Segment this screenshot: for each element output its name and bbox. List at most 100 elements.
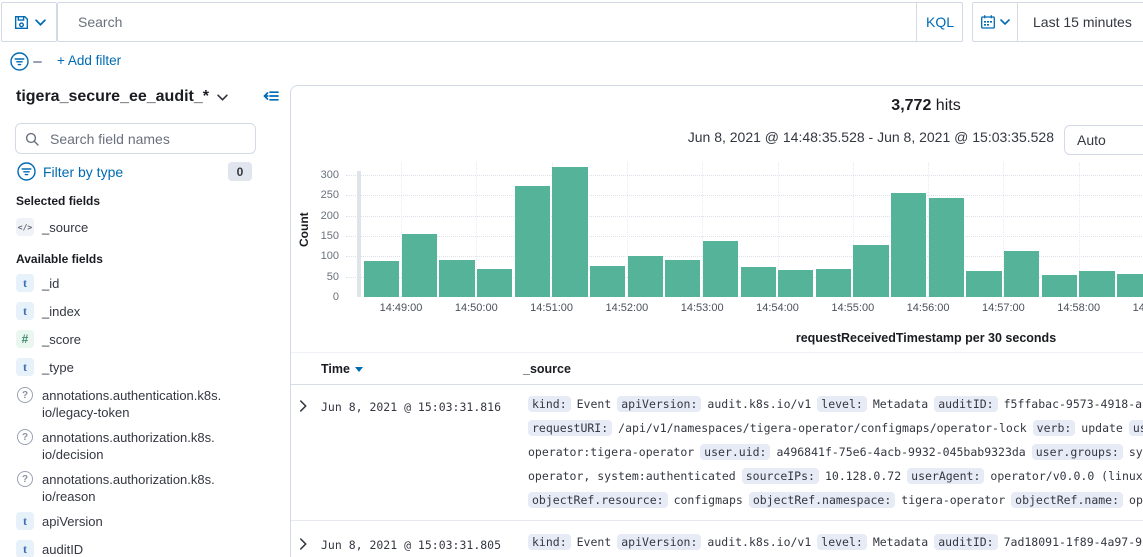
date-picker-quick-menu[interactable] — [973, 3, 1018, 41]
field-value: operator/v0.0.0 (linux/amd64) — [990, 469, 1143, 483]
field-search-box — [15, 123, 256, 154]
gridline — [928, 163, 930, 297]
field-name-badge: kind: — [528, 534, 571, 550]
histogram-bar-14:58:00[interactable] — [1079, 271, 1115, 297]
field-value: operator:tigera-operator — [528, 445, 695, 459]
field-item-_score[interactable]: # _score — [16, 330, 81, 348]
row-timestamp: Jun 8, 2021 @ 15:03:31.805 — [321, 538, 502, 552]
kql-language-button[interactable]: KQL — [916, 3, 963, 41]
gridline — [551, 163, 553, 297]
histogram-bar-14:50:30[interactable] — [514, 185, 550, 297]
histogram-bar-14:56:30[interactable] — [966, 271, 1002, 297]
gridline — [401, 163, 402, 297]
field-type-string-icon: t — [16, 358, 34, 376]
field-name-badge: user.uid: — [700, 444, 771, 460]
field-name: _type — [42, 360, 74, 375]
add-filter-button[interactable]: + Add filter — [57, 53, 122, 68]
time-column-header[interactable]: Time — [321, 362, 363, 376]
field-search-input[interactable] — [48, 125, 248, 152]
y-axis-tick-label: 100 — [320, 250, 339, 263]
field-value: /api/v1/namespaces/tigera-operator/confi… — [618, 421, 1027, 435]
histogram-bar-14:55:00[interactable] — [853, 245, 889, 297]
histogram-bar-14:53:30[interactable] — [740, 266, 776, 297]
gridline — [476, 163, 478, 297]
expand-row-button[interactable] — [299, 538, 308, 550]
x-axis-tick-label: 14:56:00 — [906, 302, 950, 314]
histogram-bar-14:51:00[interactable] — [552, 166, 588, 297]
field-item-_index[interactable]: t _index — [16, 302, 80, 320]
histogram-bar-14:58:30[interactable] — [1117, 273, 1143, 297]
field-item-_id[interactable]: t _id — [16, 274, 59, 292]
filter-options-icon[interactable] — [10, 52, 29, 71]
field-type-string-icon: t — [16, 512, 34, 530]
field-name-badge: level: — [817, 396, 867, 412]
histogram-time-range: Jun 8, 2021 @ 14:48:35.528 - Jun 8, 2021… — [687, 129, 1054, 145]
date-picker: Last 15 minutes — [972, 2, 1143, 42]
histogram-bar-14:57:00[interactable] — [1004, 251, 1040, 297]
histogram-bar-14:57:30[interactable] — [1041, 275, 1077, 297]
search-input[interactable] — [76, 4, 896, 40]
time-range-label[interactable]: Last 15 minutes — [1033, 14, 1132, 30]
histogram-bar-14:48:30[interactable] — [364, 260, 400, 297]
x-axis-tick-label: 14:52:00 — [605, 302, 649, 314]
field-item-_source[interactable]: </> _source — [16, 218, 88, 236]
field-type-string-icon: t — [16, 302, 34, 320]
filter-bar-divider — [33, 61, 42, 63]
histogram-bar-14:52:00[interactable] — [627, 255, 663, 297]
source-line: kind: Event apiVersion: audit.k8s.io/v1 leve… — [528, 394, 1143, 414]
field-name: annotations.authorization.k8s. io/reason — [42, 472, 215, 504]
field-name: _id — [42, 276, 60, 291]
interval-select[interactable]: Auto — [1064, 125, 1143, 155]
histogram-bar-14:49:30[interactable] — [439, 259, 475, 297]
table-top-divider — [291, 352, 1143, 353]
field-name-badge: user.username: — [1128, 420, 1143, 436]
y-axis-tick-label: 300 — [320, 168, 339, 181]
field-type-string-icon: t — [16, 274, 34, 292]
gridline — [1003, 163, 1005, 297]
field-name-badge: apiVersion: — [617, 534, 702, 550]
header-divider — [291, 384, 1143, 385]
hits-label: hits — [935, 97, 961, 114]
histogram-bar-14:53:00[interactable] — [702, 240, 739, 297]
field-value: operator-lock — [1129, 493, 1143, 507]
field-item-annotations.authentication.k8s.io/legacy-token[interactable]: ? annotations.authentication.k8s. io/lega… — [16, 386, 221, 421]
gridline — [346, 256, 1143, 258]
field-item-auditID[interactable]: t auditID — [16, 540, 83, 557]
saved-query-menu-button[interactable] — [1, 2, 57, 42]
field-value: Metadata — [872, 397, 929, 411]
field-item-annotations.authorization.k8s.io/reason[interactable]: ? annotations.authorization.k8s. io/reaso… — [16, 470, 215, 505]
field-item-_type[interactable]: t _type — [16, 358, 74, 376]
field-type-unknown-icon: ? — [17, 387, 33, 403]
histogram-bar-14:49:00[interactable] — [401, 233, 437, 297]
field-name: apiVersion — [42, 514, 103, 529]
field-name-badge: objectRef.name: — [1011, 492, 1124, 508]
field-type-unknown-icon: ? — [17, 471, 33, 487]
x-axis-tick-label: 14:59:00 — [1132, 302, 1143, 314]
source-line: objectRef.resource: configmaps objectRef.n… — [528, 490, 1143, 510]
filter-count-badge: 0 — [228, 162, 252, 181]
field-name-badge: auditID: — [934, 396, 998, 412]
histogram-bar-14:51:30[interactable] — [589, 266, 626, 297]
filter-by-type-button[interactable]: Filter by type — [17, 162, 123, 181]
available-fields-heading: Available fields — [16, 252, 103, 266]
row-timestamp: Jun 8, 2021 @ 15:03:31.816 — [321, 400, 502, 414]
histogram-bar-14:54:30[interactable] — [815, 268, 852, 297]
field-name-badge: verb: — [1032, 420, 1076, 436]
histogram-bar-14:56:00[interactable] — [928, 198, 965, 297]
histogram-bar-14:52:30[interactable] — [665, 260, 701, 297]
index-pattern-switcher[interactable]: tigera_secure_ee_audit_* — [16, 88, 228, 106]
x-axis-tick-label: 14:55:00 — [831, 302, 875, 314]
field-item-annotations.authorization.k8s.io/decision[interactable]: ? annotations.authorization.k8s. io/decis… — [16, 428, 215, 463]
histogram-bar-14:54:00[interactable] — [778, 269, 814, 297]
y-axis-tick-label: 0 — [332, 291, 339, 303]
field-name-badge: kind: — [528, 396, 571, 412]
field-item-apiVersion[interactable]: t apiVersion — [16, 512, 103, 530]
collapse-sidebar-icon[interactable] — [263, 88, 279, 104]
chevron-down-icon — [34, 18, 46, 26]
histogram-bar-14:55:30[interactable] — [891, 193, 927, 297]
expand-row-button[interactable] — [299, 400, 308, 412]
field-name: _index — [42, 304, 81, 319]
y-axis-tick-label: 50 — [326, 270, 339, 283]
histogram-bar-14:50:00[interactable] — [476, 269, 513, 297]
